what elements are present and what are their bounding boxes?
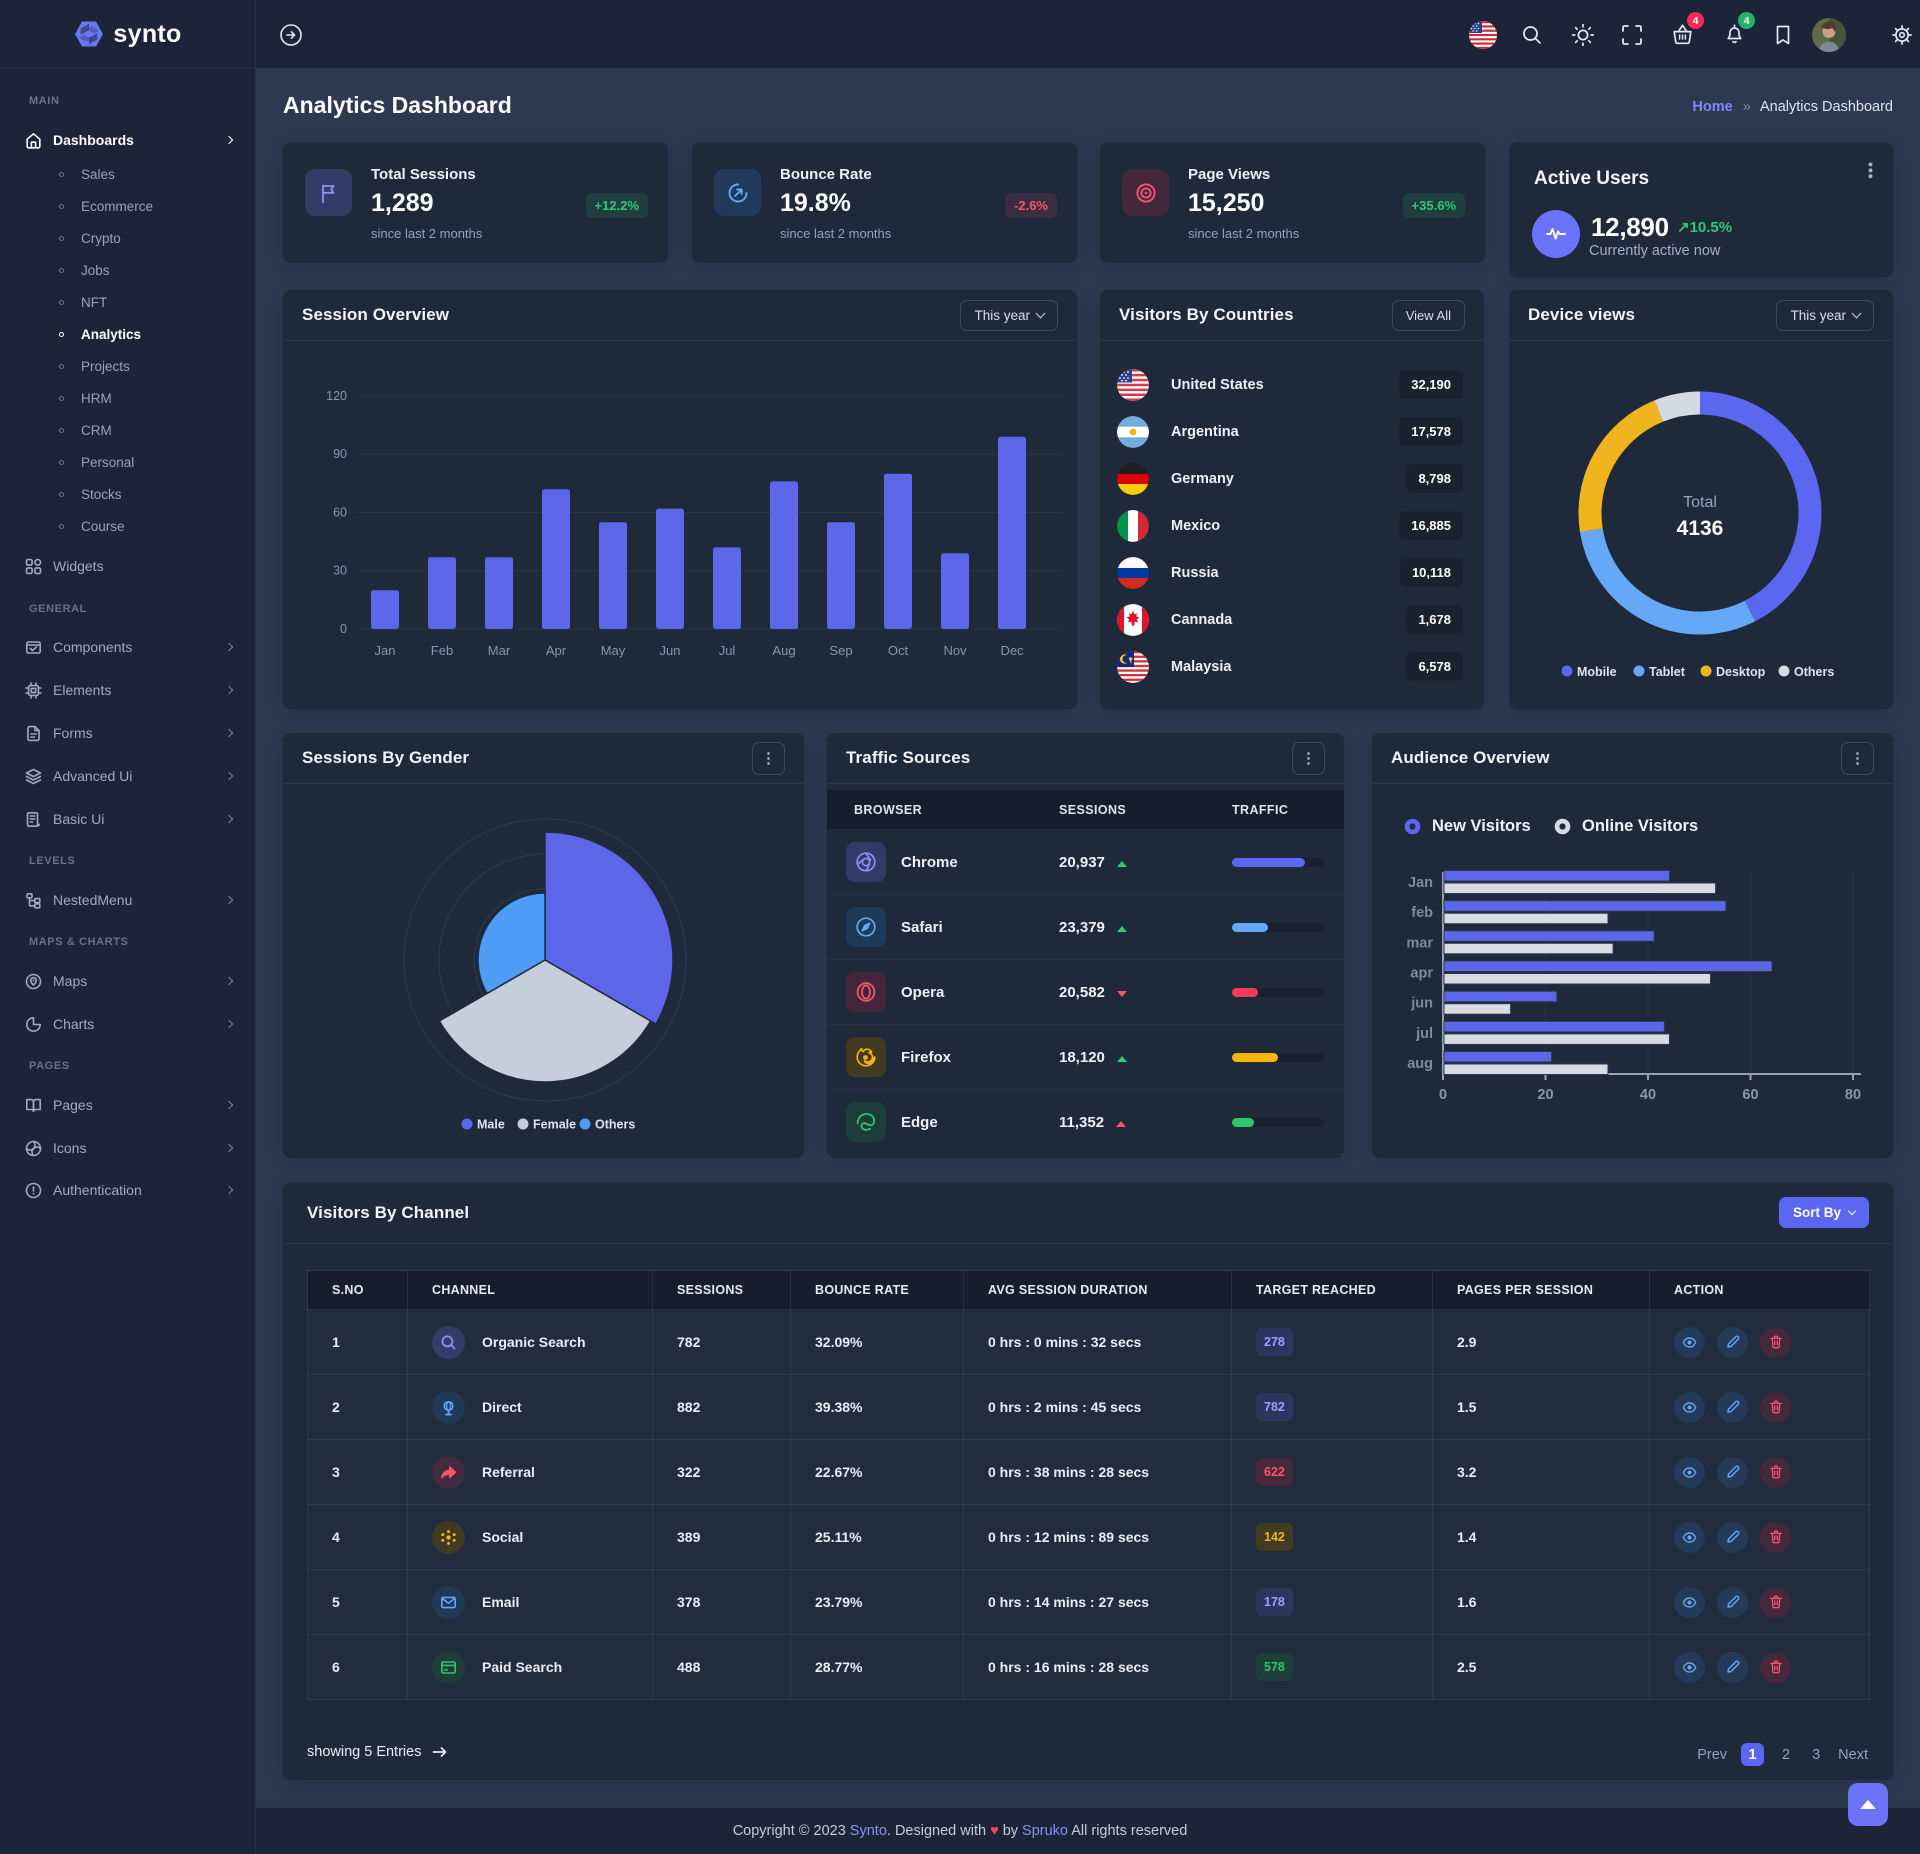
svg-text:mar: mar bbox=[1406, 935, 1433, 951]
svg-text:feb: feb bbox=[1411, 905, 1433, 921]
svg-text:jun: jun bbox=[1410, 996, 1433, 1012]
svg-text:120: 120 bbox=[326, 389, 347, 403]
svg-text:Female: Female bbox=[533, 1118, 576, 1132]
svg-text:60: 60 bbox=[333, 506, 347, 520]
svg-text:Others: Others bbox=[595, 1118, 635, 1132]
svg-text:Male: Male bbox=[477, 1118, 505, 1132]
svg-text:Nov: Nov bbox=[943, 643, 967, 658]
svg-text:Jul: Jul bbox=[719, 643, 736, 658]
svg-text:0: 0 bbox=[1439, 1087, 1447, 1103]
svg-text:Tablet: Tablet bbox=[1649, 665, 1686, 679]
svg-text:Apr: Apr bbox=[546, 643, 567, 658]
svg-text:Jan: Jan bbox=[1408, 875, 1433, 891]
svg-text:Others: Others bbox=[1794, 665, 1834, 679]
svg-text:jul: jul bbox=[1415, 1026, 1433, 1042]
svg-text:Jun: Jun bbox=[660, 643, 681, 658]
svg-text:Desktop: Desktop bbox=[1716, 665, 1766, 679]
svg-text:Aug: Aug bbox=[772, 643, 795, 658]
svg-text:Feb: Feb bbox=[431, 643, 453, 658]
svg-text:Dec: Dec bbox=[1000, 643, 1024, 658]
svg-text:20: 20 bbox=[1537, 1087, 1553, 1103]
svg-text:30: 30 bbox=[333, 564, 347, 578]
svg-text:Oct: Oct bbox=[888, 643, 909, 658]
svg-text:apr: apr bbox=[1410, 966, 1433, 982]
svg-text:Jan: Jan bbox=[375, 643, 396, 658]
svg-text:Sep: Sep bbox=[829, 643, 852, 658]
svg-text:May: May bbox=[601, 643, 626, 658]
svg-text:0: 0 bbox=[340, 622, 347, 636]
svg-text:4136: 4136 bbox=[1677, 517, 1724, 540]
svg-text:60: 60 bbox=[1742, 1087, 1758, 1103]
svg-text:Mar: Mar bbox=[488, 643, 511, 658]
svg-text:80: 80 bbox=[1845, 1087, 1861, 1103]
svg-text:90: 90 bbox=[333, 447, 347, 461]
svg-text:40: 40 bbox=[1640, 1087, 1656, 1103]
svg-text:aug: aug bbox=[1407, 1056, 1433, 1072]
svg-text:Total: Total bbox=[1683, 494, 1717, 511]
svg-text:Mobile: Mobile bbox=[1577, 665, 1617, 679]
